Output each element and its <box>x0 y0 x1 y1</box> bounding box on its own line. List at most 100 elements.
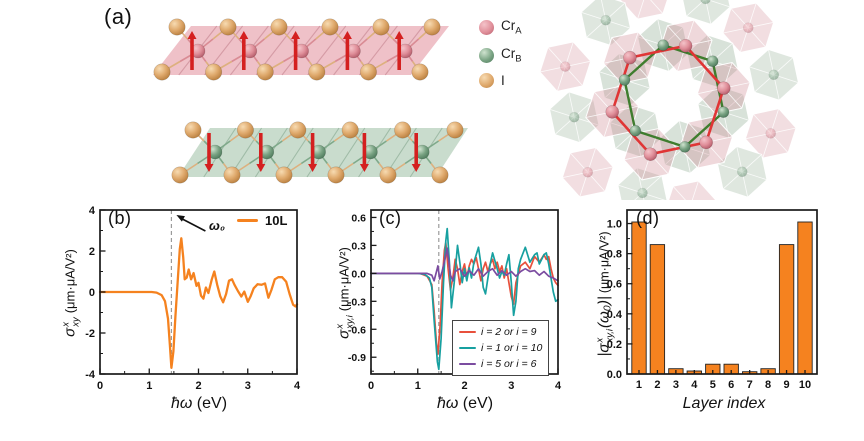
spin-arrow-head <box>291 31 301 39</box>
x-tick-label: 3 <box>673 379 679 391</box>
bar-layer-2 <box>649 244 666 375</box>
legend-row: 10L <box>237 213 287 228</box>
cr-a-atom <box>643 147 658 162</box>
legend-label: CrA <box>501 18 522 37</box>
spin-arrow-head <box>359 164 369 172</box>
cr-b-atom-faded <box>568 111 580 123</box>
xlabel-unit: (eV) <box>192 395 228 412</box>
legend-row: i = 5 or i = 6 <box>459 358 542 370</box>
hexagonal-top-view <box>539 0 800 200</box>
panel-b-legend: 10L <box>237 213 287 232</box>
cr-a-atom <box>678 38 693 53</box>
iodine-atom <box>321 18 339 36</box>
iodine-atom <box>184 121 202 139</box>
y-tick-label: 0.0 <box>607 369 622 381</box>
y-tick-label: 0.3 <box>351 240 366 252</box>
ylabel-sub: xy,i <box>604 329 615 343</box>
xlabel-unit: (eV) <box>458 395 494 412</box>
legend-label-sub: B <box>515 53 522 65</box>
iodine-atom <box>168 18 186 36</box>
ylabel-sub: xy,i <box>344 315 355 329</box>
series-line <box>370 241 559 356</box>
iodine-atom <box>431 166 449 184</box>
cr-a-atom-faded <box>582 166 594 178</box>
cr-a-atom-faded <box>765 128 777 139</box>
panel-c-legend: i = 2 or i = 9 i = 1 or i = 10 i = 5 or i … <box>452 320 550 376</box>
panel-c-ylabel: σ x xy,i (μm·μA/V²) <box>335 247 356 339</box>
y-tick-label: 1.0 <box>607 219 622 231</box>
series-line <box>370 227 559 371</box>
cr-a-atom <box>605 105 620 119</box>
legend-label: CrB <box>501 45 522 65</box>
cr-b-atom-faded <box>637 187 648 199</box>
spin-arrow-head <box>411 164 421 172</box>
iodine-atom <box>223 166 241 184</box>
xlabel-symbol: Layer index <box>682 395 766 412</box>
panel-d-ylabel: | σ x xy,i (ω₀)| (μm·μA/V²) <box>595 231 616 356</box>
legend-row: CrB <box>479 45 522 65</box>
legend-line-swatch <box>459 330 476 334</box>
crystal-structure-figure <box>153 0 800 200</box>
iodine-atom <box>153 63 171 81</box>
panel-d-letter: (d) <box>636 208 660 228</box>
iodine-atom <box>219 18 237 36</box>
cr-b-atom <box>679 141 691 153</box>
cr-a-atom <box>623 50 637 65</box>
sigma-symbol: σ <box>595 343 613 353</box>
series-line <box>370 247 559 282</box>
bar-layer-1 <box>631 221 647 375</box>
x-tick-label: 4 <box>294 380 301 392</box>
legend-line-swatch <box>237 218 258 223</box>
y-tick-label: 0.2 <box>607 339 622 351</box>
xlabel-symbol: ħω <box>170 395 193 412</box>
series-line <box>98 237 299 369</box>
panel-d-chart: 1 2 3 4 5 6 7 8 9 10 1.0 0.8 0.6 0.4 0.2 0.0 <box>607 209 818 391</box>
x-tick-label: 5 <box>710 379 716 391</box>
legend-row: i = 1 or i = 10 <box>459 342 542 354</box>
spin-arrow-head <box>308 164 318 172</box>
octahedron-facet <box>672 186 686 200</box>
cr-b-atom <box>717 106 730 118</box>
panel-b-letter: (b) <box>108 208 132 228</box>
sigma-symbol: σ <box>335 329 353 339</box>
iodine-atom <box>308 63 326 81</box>
octahedron <box>668 180 717 200</box>
i-atom-icon <box>479 73 494 89</box>
y-tick-label: 2 <box>89 246 95 258</box>
x-tick-label: 9 <box>784 379 790 391</box>
cr-b-atom <box>618 74 631 86</box>
cr-b-atom-faded <box>600 14 612 26</box>
iodine-atom <box>423 18 441 36</box>
y-tick-label: -0.9 <box>348 352 366 364</box>
legend-label: 10L <box>265 213 288 228</box>
cr-b-atom <box>629 124 642 137</box>
iodine-atom <box>394 121 412 139</box>
iodine-atom <box>341 121 359 139</box>
x-tick-label: 3 <box>245 380 251 392</box>
octahedron-facet <box>637 0 645 20</box>
x-tick-label: 2 <box>654 379 660 391</box>
cr-b-atom-faded <box>700 0 711 5</box>
sigma-symbol: σ <box>61 327 79 337</box>
x-tick-label: 1 <box>415 380 421 392</box>
y-tick-label: 0 <box>89 287 95 299</box>
y-tick-label: 0.0 <box>351 268 366 280</box>
spin-arrow-head <box>187 31 197 39</box>
cr-b-atom <box>706 55 719 68</box>
ylabel-sub: xy <box>70 317 81 327</box>
iodine-atom <box>327 166 345 184</box>
cr-a-atom-faded <box>559 61 571 72</box>
panel-b-ylabel: σ x xy (μm·μA/V²) <box>61 249 82 337</box>
ylabel-unit: (μm·μA/V²) <box>597 231 611 294</box>
y-tick-label: -4 <box>85 369 96 381</box>
iodine-atom <box>372 18 390 36</box>
iodine-atom <box>411 63 429 81</box>
x-tick-label: 1 <box>636 379 642 391</box>
legend-label: i = 1 or i = 10 <box>481 342 543 354</box>
legend-row: i = 2 or i = 9 <box>459 326 542 338</box>
octahedron-facet <box>650 0 664 14</box>
y-tick-label: 0.6 <box>607 279 622 291</box>
bar-layer-10 <box>797 221 813 375</box>
spin-arrow-head <box>204 164 214 172</box>
